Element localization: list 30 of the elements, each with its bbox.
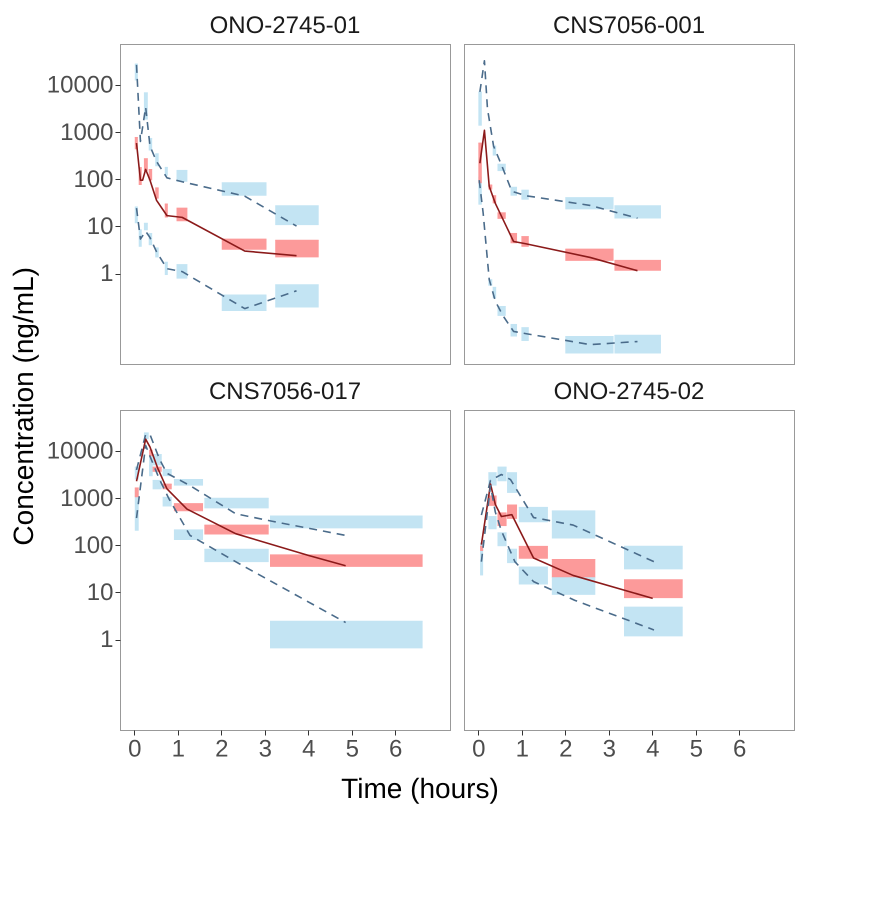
y-tick-label: 10 [86, 212, 114, 240]
x-tick-label: 2 [559, 736, 572, 762]
x-tick-label: 3 [602, 736, 616, 762]
x-tick-label: 2 [215, 736, 228, 762]
y-tick-label: 10 [86, 578, 114, 606]
x-axis-title: Time (hours) [340, 773, 500, 805]
y-tick-label: 10000 [46, 438, 114, 465]
x-tick-label: 0 [128, 736, 142, 762]
chart-title: CNS7056-017 [208, 378, 362, 405]
x-tick-label: 1 [172, 736, 186, 762]
chart-title: CNS7056-001 [552, 12, 706, 39]
chart-title: ONO-2745-01 [210, 12, 360, 39]
y-axis-title: Concentration (ng/mL) [8, 267, 40, 546]
y-tick-label: 100 [73, 166, 114, 193]
x-tick-label: 4 [646, 736, 660, 762]
y-tick-label: 1 [100, 626, 114, 654]
x-tick-label: 3 [258, 736, 272, 762]
x-tick-label: 6 [733, 736, 746, 762]
x-tick-label: 1 [516, 736, 530, 762]
y-tick-label: 100 [73, 532, 114, 559]
y-tick-label: 1000 [60, 118, 114, 146]
y-tick-label: 1000 [60, 484, 114, 512]
y-tick-label: 10000 [46, 72, 114, 99]
x-tick-label: 0 [472, 736, 486, 762]
x-tick-label: 5 [690, 736, 703, 762]
x-tick-label: 6 [389, 736, 402, 762]
x-tick-label: 5 [346, 736, 359, 762]
chart-title: ONO-2745-02 [554, 378, 704, 405]
y-tick-label: 1 [100, 260, 114, 288]
x-tick-label: 4 [302, 736, 316, 762]
